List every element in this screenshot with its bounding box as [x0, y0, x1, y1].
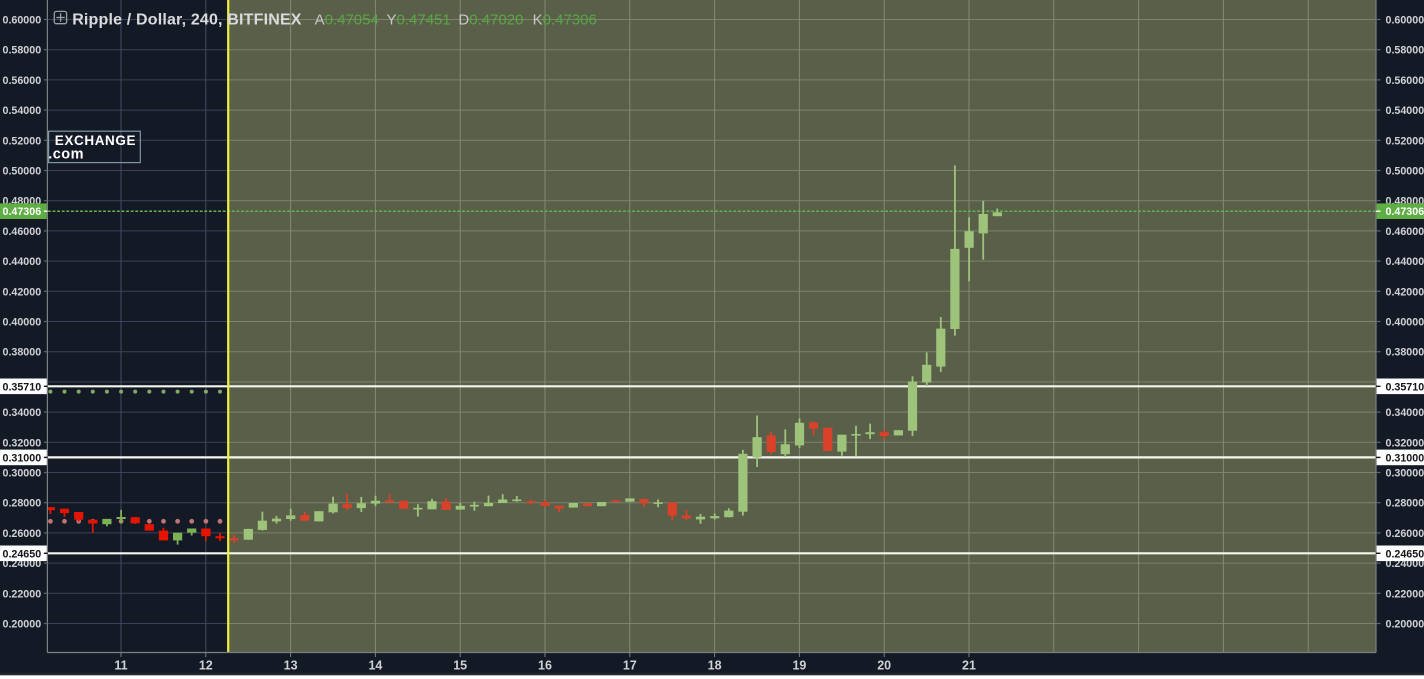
svg-text:0.60000: 0.60000	[1386, 15, 1424, 27]
svg-text:19: 19	[792, 659, 806, 673]
svg-text:0.24650: 0.24650	[1386, 548, 1424, 560]
svg-text:0.35710: 0.35710	[3, 381, 42, 393]
svg-text:0.40000: 0.40000	[1386, 317, 1424, 329]
svg-text:0.28000: 0.28000	[3, 498, 42, 510]
svg-text:.com: .com	[48, 147, 84, 163]
svg-text:14: 14	[368, 659, 382, 673]
svg-text:Ripple / Dollar, 240, BITFINEX: Ripple / Dollar, 240, BITFINEX	[72, 11, 302, 28]
svg-text:0.35710: 0.35710	[1386, 381, 1424, 393]
svg-text:0.28000: 0.28000	[1386, 498, 1424, 510]
svg-text:0.44000: 0.44000	[1386, 256, 1424, 268]
svg-text:0.44000: 0.44000	[3, 256, 42, 268]
svg-text:0.32000: 0.32000	[3, 437, 42, 449]
svg-text:A0.47054: A0.47054	[315, 11, 379, 28]
svg-text:0.38000: 0.38000	[1386, 347, 1424, 359]
svg-text:0.30000: 0.30000	[3, 468, 42, 480]
svg-text:0.40000: 0.40000	[3, 317, 42, 329]
svg-text:0.42000: 0.42000	[1386, 286, 1424, 298]
svg-text:0.50000: 0.50000	[3, 166, 42, 178]
svg-text:0.22000: 0.22000	[1386, 588, 1424, 600]
svg-text:17: 17	[623, 659, 637, 673]
svg-text:12: 12	[199, 659, 213, 673]
svg-text:0.58000: 0.58000	[1386, 45, 1424, 57]
svg-text:D0.47020: D0.47020	[458, 11, 523, 28]
svg-text:0.30000: 0.30000	[1386, 468, 1424, 480]
svg-text:0.34000: 0.34000	[1386, 407, 1424, 419]
svg-text:Y0.47451: Y0.47451	[387, 11, 451, 28]
svg-text:0.22000: 0.22000	[3, 588, 42, 600]
svg-text:0.20000: 0.20000	[3, 619, 42, 631]
svg-text:0.58000: 0.58000	[3, 45, 42, 57]
svg-text:0.38000: 0.38000	[3, 347, 42, 359]
svg-text:0.54000: 0.54000	[1386, 105, 1424, 117]
svg-text:13: 13	[284, 659, 298, 673]
svg-text:0.60000: 0.60000	[3, 15, 42, 27]
svg-text:K0.47306: K0.47306	[533, 11, 597, 28]
svg-text:0.56000: 0.56000	[1386, 75, 1424, 87]
svg-text:0.46000: 0.46000	[1386, 226, 1424, 238]
svg-text:0.54000: 0.54000	[3, 105, 42, 117]
svg-text:15: 15	[453, 659, 467, 673]
svg-text:11: 11	[114, 659, 127, 673]
svg-text:0.26000: 0.26000	[3, 528, 42, 540]
svg-text:0.32000: 0.32000	[1386, 437, 1424, 449]
svg-text:0.47306: 0.47306	[3, 206, 42, 218]
svg-text:21: 21	[962, 659, 976, 673]
svg-text:0.56000: 0.56000	[3, 75, 42, 87]
svg-text:16: 16	[538, 659, 552, 673]
svg-text:0.47306: 0.47306	[1386, 206, 1424, 218]
svg-text:20: 20	[877, 659, 891, 673]
svg-text:0.24650: 0.24650	[3, 548, 42, 560]
svg-text:0.31000: 0.31000	[1386, 452, 1424, 464]
svg-text:0.26000: 0.26000	[1386, 528, 1424, 540]
svg-text:0.34000: 0.34000	[3, 407, 42, 419]
svg-text:0.50000: 0.50000	[1386, 166, 1424, 178]
svg-text:0.46000: 0.46000	[3, 226, 42, 238]
svg-text:18: 18	[708, 659, 722, 673]
svg-text:0.52000: 0.52000	[3, 135, 42, 147]
svg-text:0.31000: 0.31000	[3, 452, 42, 464]
svg-text:0.42000: 0.42000	[3, 286, 42, 298]
svg-text:0.20000: 0.20000	[1386, 619, 1424, 631]
svg-text:EXCHANGE: EXCHANGE	[55, 133, 136, 148]
svg-text:0.52000: 0.52000	[1386, 135, 1424, 147]
